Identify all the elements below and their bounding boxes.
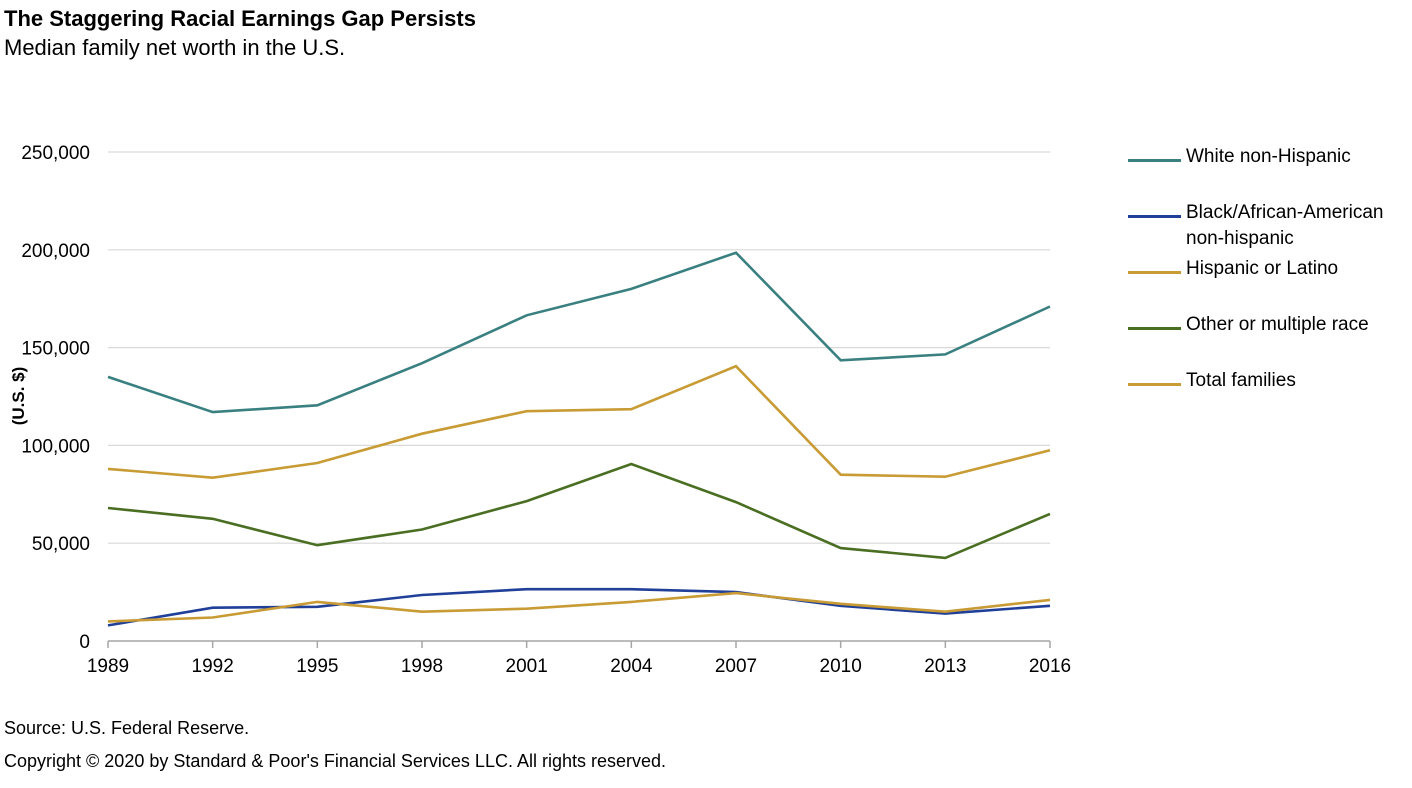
legend-swatch-black	[1128, 215, 1181, 218]
x-axis: 1989 1992 1995 1998 2001 2004 2007 2010 2013 2016	[87, 640, 1071, 677]
x-tick-label: 2010	[820, 656, 862, 677]
series-lines	[107, 251, 1051, 627]
chart-title: The Staggering Racial Earnings Gap Persi…	[4, 6, 476, 31]
x-tick-label: 1995	[296, 656, 338, 677]
x-tick-label: 2007	[715, 656, 757, 677]
legend-label: White non-Hispanic	[1186, 146, 1351, 167]
source-note: Source: U.S. Federal Reserve.	[4, 718, 250, 738]
legend-label: Total families	[1186, 370, 1296, 391]
line-chart: 1989 1992 1995 1998 2001 2004 2007 2010 2013 2016…	[21, 143, 1071, 677]
y-tick-label: 200,000	[21, 241, 90, 262]
legend-item-white: White non-Hispanic	[1128, 144, 1412, 170]
series-line-black	[107, 587, 1051, 627]
y-tick-label: 250,000	[21, 143, 90, 164]
y-axis: 0 50,000 100,000 150,000 200,000 250,000	[21, 143, 90, 653]
legend-item-black: Black/African-American non-hispanic	[1128, 200, 1412, 252]
y-tick-label: 50,000	[32, 534, 90, 555]
legend-swatch-hispanic	[1128, 271, 1181, 274]
legend-item-total: Total families	[1128, 368, 1412, 394]
series-line-white	[107, 251, 1051, 414]
legend-item-other: Other or multiple race	[1128, 312, 1412, 338]
x-tick-label: 2001	[506, 656, 548, 677]
legend-label: Black/African-American non-hispanic	[1186, 202, 1384, 249]
legend-swatch-total	[1128, 383, 1181, 386]
x-tick-label: 1989	[87, 656, 129, 677]
legend-label: Hispanic or Latino	[1186, 258, 1339, 279]
x-tick-label: 1992	[192, 656, 234, 677]
legend-item-hispanic: Hispanic or Latino	[1128, 256, 1412, 282]
x-tick-label: 2004	[610, 656, 653, 677]
y-tick-label: 0	[79, 632, 90, 653]
chart-subtitle: Median family net worth in the U.S.	[4, 35, 346, 60]
y-tick-label: 150,000	[21, 339, 90, 360]
x-tick-label: 2016	[1029, 656, 1071, 677]
series-line-other	[107, 462, 1051, 560]
y-tick-label: 100,000	[21, 436, 90, 457]
gridlines	[108, 151, 1050, 544]
copyright-note: Copyright © 2020 by Standard & Poor's Fi…	[4, 751, 667, 771]
series-line-total	[107, 364, 1051, 480]
legend-swatch-other	[1128, 327, 1181, 330]
x-tick-label: 2013	[924, 656, 966, 677]
legend-swatch-white	[1128, 159, 1181, 162]
legend-label: Other or multiple race	[1186, 314, 1369, 335]
x-tick-label: 1998	[401, 656, 443, 677]
series-line-hispanic	[107, 591, 1051, 623]
